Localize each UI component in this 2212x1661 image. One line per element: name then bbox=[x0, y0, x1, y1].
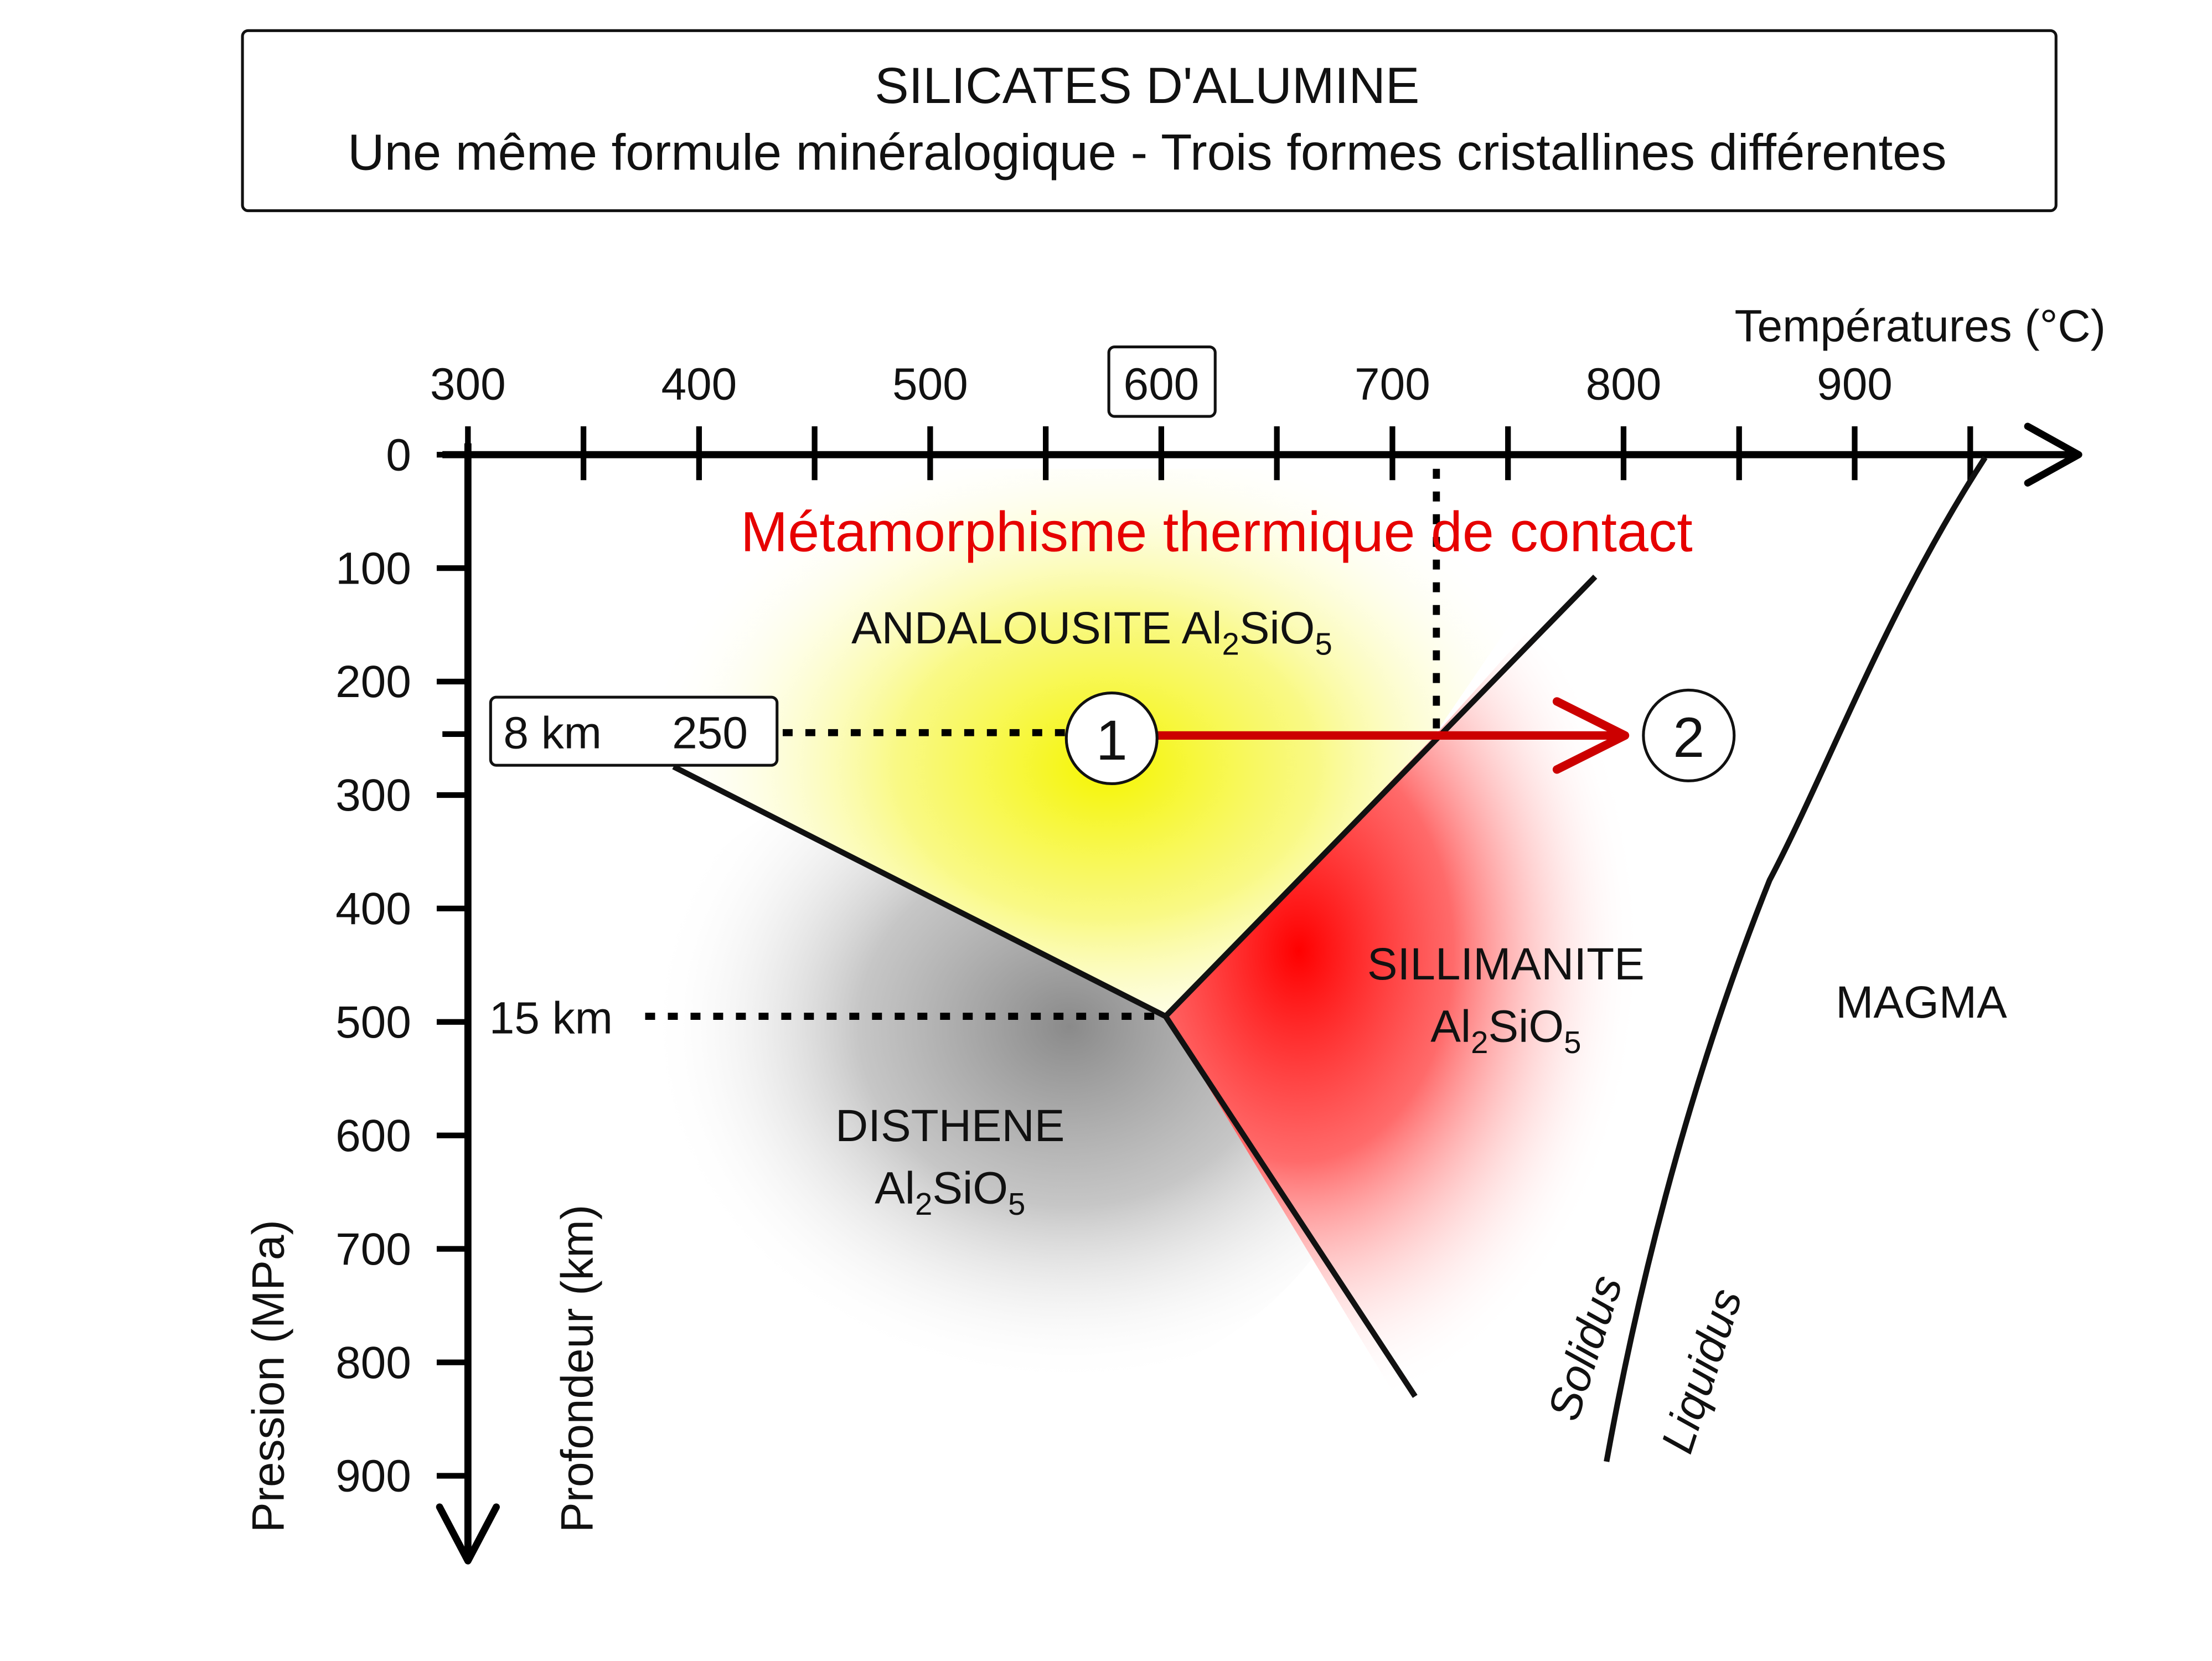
x-tick-label: 300 bbox=[430, 359, 506, 409]
y-tick-label: 0 bbox=[386, 430, 411, 480]
x-tick-label: 900 bbox=[1817, 359, 1893, 409]
y-tick-label: 900 bbox=[335, 1451, 411, 1502]
sillimanite-name: SILLIMANITE bbox=[1367, 939, 1645, 989]
disthene-formula: Al2SiO5 bbox=[875, 1163, 1025, 1221]
boundary-disthene-sillimanite bbox=[1163, 1014, 1418, 1398]
melting-curve bbox=[1604, 456, 1988, 1462]
y-tick-label: 800 bbox=[335, 1338, 411, 1388]
y-axis-arrowhead bbox=[436, 1503, 500, 1565]
x-tick-label: 500 bbox=[892, 359, 968, 409]
andalousite-label: ANDALOUSITE Al2SiO5 bbox=[851, 603, 1332, 661]
x-tick-label: 800 bbox=[1586, 359, 1662, 409]
title-line-1: SILICATES D'ALUMINE bbox=[875, 57, 1419, 114]
depth-15km-label: 15 km bbox=[489, 993, 613, 1043]
sillimanite-formula: Al2SiO5 bbox=[1430, 1002, 1581, 1060]
point-1-label: 1 bbox=[1096, 708, 1128, 772]
y-tick-label: 300 bbox=[335, 770, 411, 821]
title-line-2: Une même formule minéralogique - Trois f… bbox=[348, 123, 1946, 180]
point-2: 2 bbox=[1642, 688, 1736, 782]
contact-path-arrowhead bbox=[1552, 697, 1630, 774]
title-box bbox=[241, 29, 2058, 213]
y-tick-label: 400 bbox=[335, 884, 411, 934]
disthene-name: DISTHENE bbox=[835, 1101, 1064, 1151]
pressure-axis: 0 100 200 300 400 500 600 700 800 900 Pression (M… bbox=[243, 430, 603, 1565]
temperature-axis-label: Températures (°C) bbox=[1735, 301, 2106, 351]
boundary-andalousite-sillimanite bbox=[1163, 574, 1598, 1019]
temperature-axis: 300 400 500 600 700 800 900 Températures (°C) bbox=[430, 301, 2106, 487]
y-tick-label: 500 bbox=[335, 997, 411, 1048]
x-tick-label: 600 bbox=[1124, 359, 1200, 409]
pressure-axis-label: Pression (MPa) bbox=[243, 1220, 293, 1533]
boxed-tick-600 bbox=[1107, 345, 1217, 418]
contact-metamorphism-title: Métamorphisme thermique de contact bbox=[741, 499, 1693, 563]
point-2-label: 2 bbox=[1673, 705, 1704, 769]
x-axis-arrowhead bbox=[2024, 422, 2082, 487]
magma-label: MAGMA bbox=[1836, 977, 2007, 1028]
liquidus-label: Liquidus bbox=[1652, 1283, 1752, 1459]
x-tick-label: 700 bbox=[1355, 359, 1430, 409]
point-1: 1 bbox=[1064, 691, 1159, 786]
pressure-250-label: 250 bbox=[672, 708, 748, 758]
depth-8km-label: 8 km bbox=[503, 708, 602, 758]
y-tick-label: 600 bbox=[335, 1111, 411, 1161]
y-tick-label: 100 bbox=[335, 543, 411, 594]
depth-8km-box bbox=[489, 695, 779, 767]
y-tick-label: 700 bbox=[335, 1224, 411, 1275]
x-tick-label: 400 bbox=[661, 359, 737, 409]
phase-boundaries bbox=[672, 456, 1988, 1462]
boundary-andalousite-disthene bbox=[672, 764, 1167, 1019]
depth-axis-label: Profondeur (km) bbox=[552, 1205, 603, 1533]
y-tick-label: 200 bbox=[335, 657, 411, 707]
